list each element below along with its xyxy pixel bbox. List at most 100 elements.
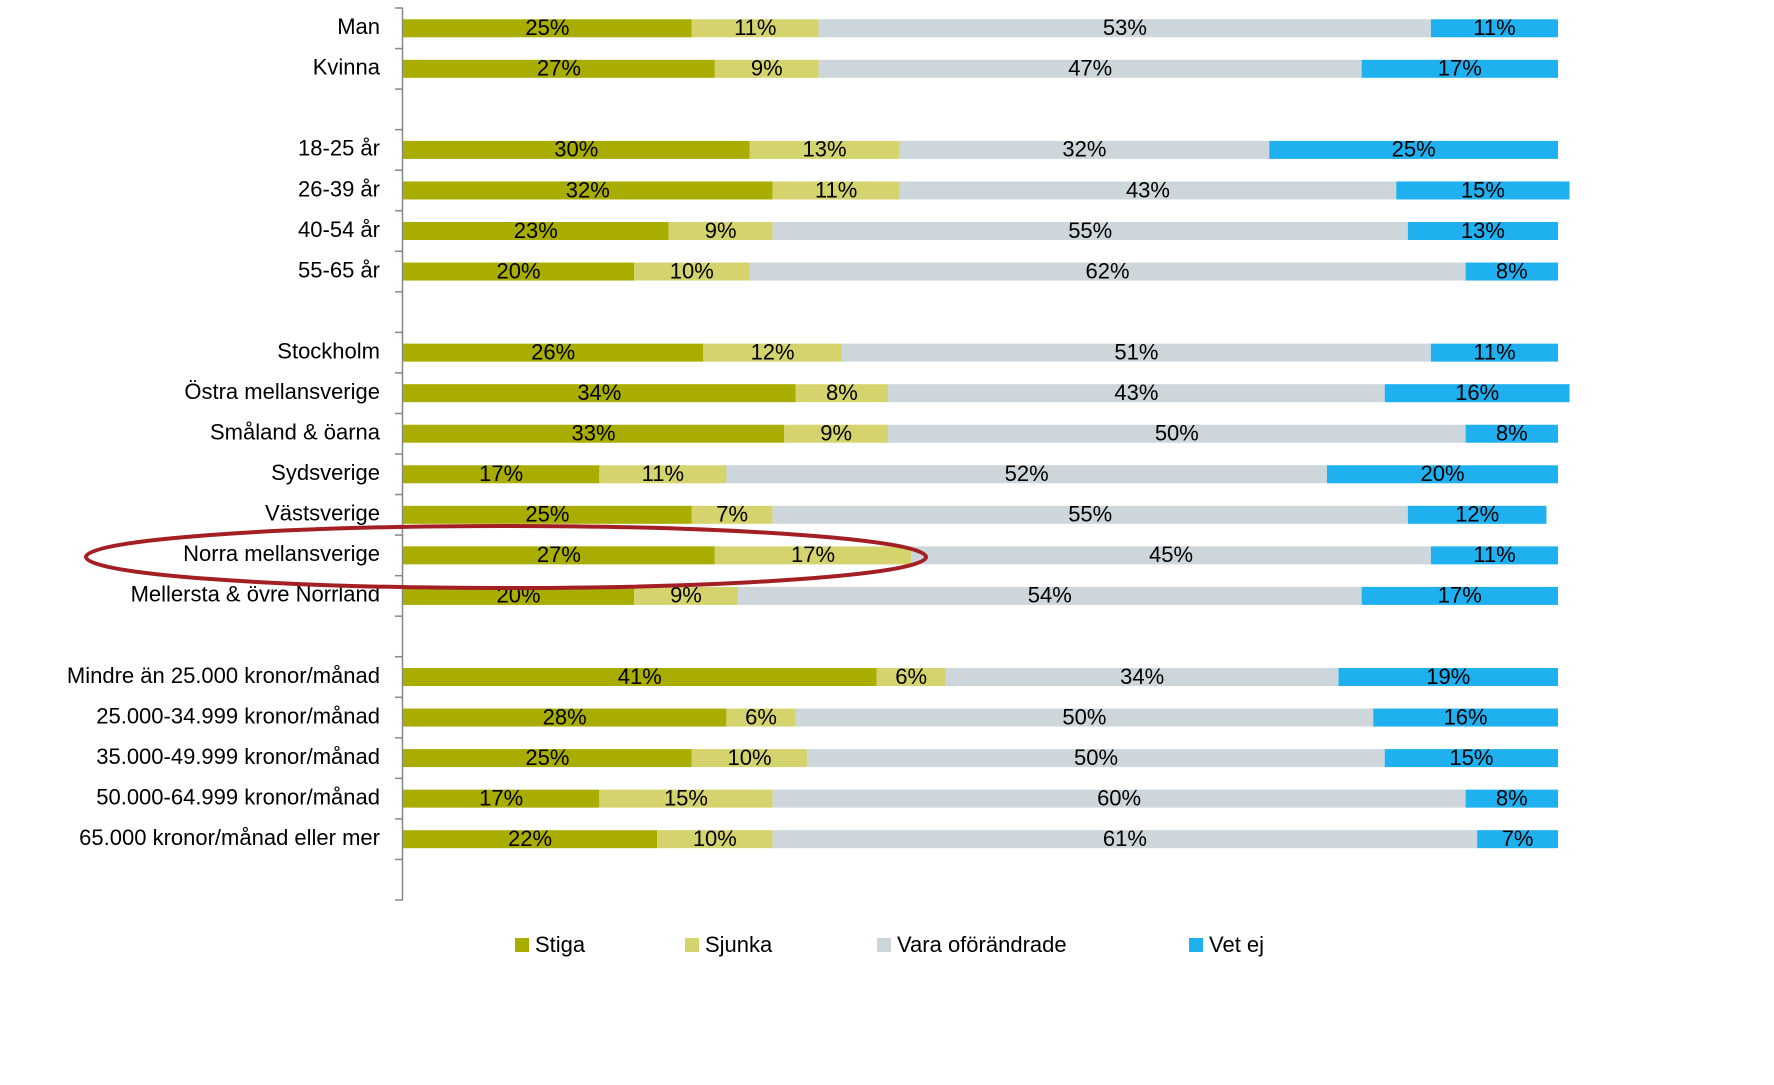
bar-segment	[1465, 262, 1558, 281]
value-label: 55%	[1068, 502, 1112, 527]
bar-segment	[784, 424, 889, 443]
bar-segment	[888, 384, 1385, 403]
value-label: 9%	[751, 56, 783, 81]
bar-segment	[691, 19, 819, 38]
bar-segment	[714, 546, 912, 565]
bar-segment	[403, 343, 704, 362]
bar-segment	[888, 424, 1466, 443]
value-label: 52%	[1005, 461, 1049, 486]
value-label: 30%	[554, 137, 598, 162]
value-label: 11%	[1473, 15, 1515, 40]
bar-segment	[691, 505, 773, 524]
bar-segment	[403, 789, 600, 808]
bar-segment	[945, 668, 1339, 686]
bar-segment	[876, 668, 946, 686]
value-label: 25%	[525, 15, 569, 40]
bar-segment	[703, 343, 842, 362]
bar-segment	[1269, 140, 1558, 159]
value-label: 32%	[1062, 137, 1106, 162]
bar-segment	[749, 262, 1466, 281]
bar-segment	[634, 262, 750, 281]
bar-segment	[899, 181, 1397, 200]
bar-segment	[1430, 19, 1558, 38]
bar-segment	[795, 384, 889, 403]
value-label: 50%	[1062, 704, 1106, 729]
bar-segment	[772, 181, 900, 200]
bar-segment	[1338, 668, 1558, 686]
bar-segment	[403, 384, 796, 403]
value-label: 16%	[1444, 704, 1488, 729]
bar-segment	[403, 59, 715, 78]
value-label: 51%	[1114, 339, 1158, 364]
y-tick-label: Småland & öarna	[210, 420, 381, 445]
bar-segment	[1407, 505, 1547, 524]
value-label: 9%	[820, 421, 852, 446]
bar-segment	[403, 668, 877, 686]
value-label: 8%	[1496, 421, 1528, 446]
bar-segment	[1407, 222, 1558, 240]
y-tick-label: Sydsverige	[271, 460, 380, 485]
value-label: 17%	[791, 542, 835, 567]
y-tick-label: 35.000-49.999 kronor/månad	[96, 744, 380, 769]
value-label: 16%	[1455, 380, 1499, 405]
bar-segment	[1396, 181, 1570, 200]
value-label: 41%	[618, 664, 662, 689]
value-label: 11%	[1473, 339, 1515, 364]
bar-segment	[403, 465, 600, 484]
y-tick-label: Kvinna	[313, 55, 381, 80]
value-label: 23%	[514, 218, 558, 243]
value-label: 27%	[537, 56, 581, 81]
value-label: 55%	[1068, 218, 1112, 243]
bar-segment	[403, 586, 634, 605]
legend-swatch	[1189, 938, 1203, 952]
bar-segment	[599, 465, 727, 484]
value-label: 53%	[1103, 15, 1147, 40]
value-label: 34%	[577, 380, 621, 405]
value-label: 15%	[1449, 745, 1493, 770]
bar-segment	[403, 181, 773, 200]
bar-segment	[599, 789, 773, 808]
legend-swatch	[877, 938, 891, 952]
value-label: 17%	[479, 785, 523, 810]
value-label: 8%	[826, 380, 858, 405]
value-label: 20%	[496, 258, 540, 283]
y-tick-label: 50.000-64.999 kronor/månad	[96, 784, 380, 809]
value-label: 17%	[1438, 56, 1482, 81]
bar-segment	[657, 830, 773, 849]
bar-segment	[818, 59, 1362, 78]
y-tick-label: 65.000 kronor/månad eller mer	[79, 825, 380, 850]
legend-label: Stiga	[535, 932, 586, 957]
bar-segment	[772, 505, 1408, 524]
bar-segment	[634, 586, 738, 605]
value-label: 7%	[1502, 826, 1534, 851]
legend-label: Sjunka	[705, 932, 773, 957]
value-label: 8%	[1496, 785, 1528, 810]
y-tick-label: 55-65 år	[298, 257, 380, 282]
value-label: 17%	[1438, 583, 1482, 608]
value-label: 11%	[1473, 542, 1515, 567]
bar-segment	[772, 222, 1408, 240]
value-label: 7%	[716, 502, 748, 527]
bar-segment	[899, 140, 1270, 159]
value-label: 13%	[803, 137, 847, 162]
value-label: 25%	[525, 502, 569, 527]
value-label: 27%	[537, 542, 581, 567]
bar-segment	[1361, 59, 1558, 78]
bar-segment	[403, 749, 692, 768]
bar-segment	[403, 424, 785, 443]
y-tick-label: Mindre än 25.000 kronor/månad	[67, 663, 380, 688]
bar-segment	[818, 19, 1431, 38]
legend-swatch	[685, 938, 699, 952]
bar-segment	[772, 789, 1466, 808]
value-label: 43%	[1114, 380, 1158, 405]
value-label: 62%	[1086, 258, 1130, 283]
bar-segment	[1384, 384, 1570, 403]
value-label: 9%	[705, 218, 737, 243]
bar-segment	[1327, 465, 1558, 484]
highlight-ellipse	[84, 524, 928, 590]
y-tick-label: 18-25 år	[298, 136, 380, 161]
bar-segment	[668, 222, 773, 240]
value-label: 43%	[1126, 177, 1170, 202]
value-label: 61%	[1103, 826, 1147, 851]
